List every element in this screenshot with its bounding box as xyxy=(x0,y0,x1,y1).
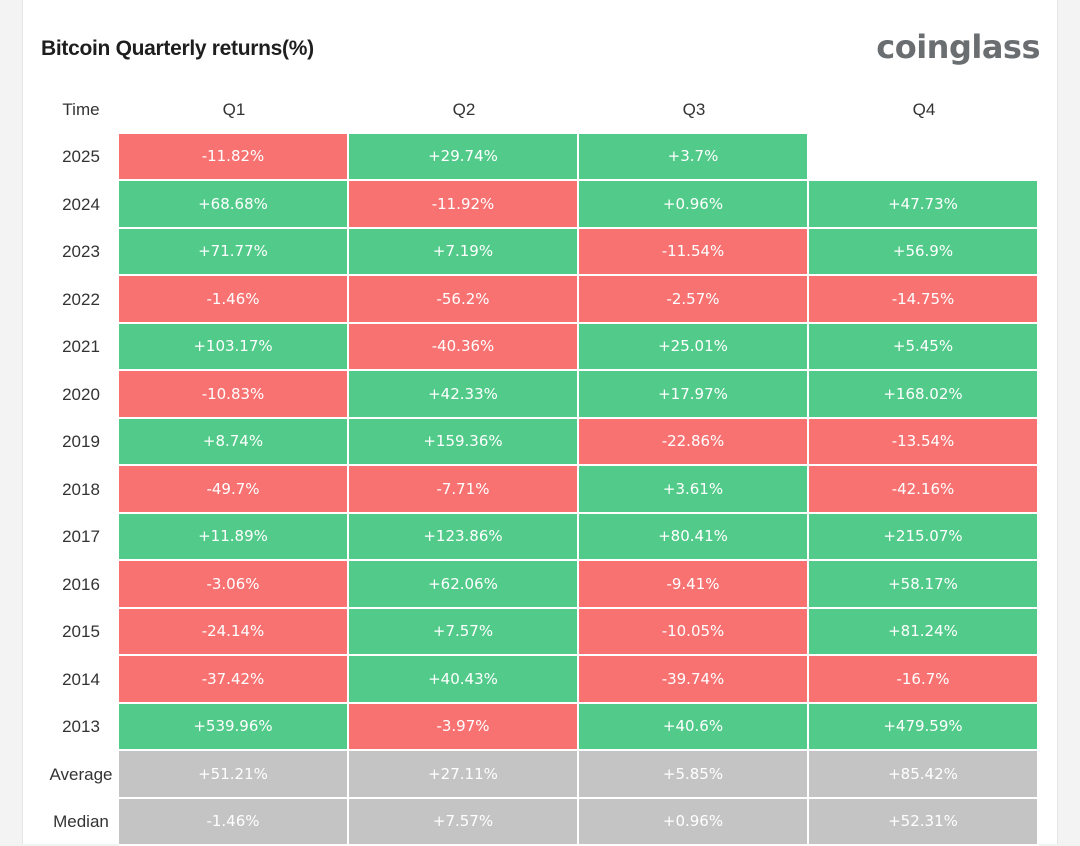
header-q1: Q1 xyxy=(119,86,349,134)
return-cell: +42.33% xyxy=(349,371,579,419)
return-cell: +3.61% xyxy=(579,466,809,514)
return-cell: -37.42% xyxy=(119,656,349,704)
return-cell: +27.11% xyxy=(349,751,579,799)
return-cell: +103.17% xyxy=(119,324,349,372)
header-q2: Q2 xyxy=(349,86,579,134)
return-cell: -7.71% xyxy=(349,466,579,514)
return-cell: +80.41% xyxy=(579,514,809,562)
return-cell: -14.75% xyxy=(809,276,1039,324)
return-cell: -42.16% xyxy=(809,466,1039,514)
row-label: 2018 xyxy=(43,466,119,514)
return-cell: -49.7% xyxy=(119,466,349,514)
header-time: Time xyxy=(43,86,119,134)
return-cell: +62.06% xyxy=(349,561,579,609)
return-cell: -16.7% xyxy=(809,656,1039,704)
row-label: 2024 xyxy=(43,181,119,229)
return-cell: +539.96% xyxy=(119,704,349,752)
return-cell: -40.36% xyxy=(349,324,579,372)
return-cell: +40.43% xyxy=(349,656,579,704)
return-cell: +58.17% xyxy=(809,561,1039,609)
return-cell xyxy=(809,134,1039,182)
return-cell: -9.41% xyxy=(579,561,809,609)
return-cell: -39.74% xyxy=(579,656,809,704)
row-label: 2021 xyxy=(43,324,119,372)
return-cell: -2.57% xyxy=(579,276,809,324)
row-label: 2022 xyxy=(43,276,119,324)
return-cell: +25.01% xyxy=(579,324,809,372)
return-cell: +5.85% xyxy=(579,751,809,799)
return-cell: -56.2% xyxy=(349,276,579,324)
return-cell: +11.89% xyxy=(119,514,349,562)
return-cell: +479.59% xyxy=(809,704,1039,752)
return-cell: -10.83% xyxy=(119,371,349,419)
return-cell: +47.73% xyxy=(809,181,1039,229)
row-label: Average xyxy=(43,751,119,799)
return-cell: +3.7% xyxy=(579,134,809,182)
return-cell: +5.45% xyxy=(809,324,1039,372)
row-label: 2017 xyxy=(43,514,119,562)
return-cell: +85.42% xyxy=(809,751,1039,799)
return-cell: +0.96% xyxy=(579,799,809,846)
return-cell: +51.21% xyxy=(119,751,349,799)
return-cell: +0.96% xyxy=(579,181,809,229)
chart-title: Bitcoin Quarterly returns(%) xyxy=(41,37,314,61)
return-cell: +52.31% xyxy=(809,799,1039,846)
return-cell: -3.97% xyxy=(349,704,579,752)
return-cell: +56.9% xyxy=(809,229,1039,277)
return-cell: +68.68% xyxy=(119,181,349,229)
return-cell: +81.24% xyxy=(809,609,1039,657)
return-cell: +7.19% xyxy=(349,229,579,277)
return-cell: +215.07% xyxy=(809,514,1039,562)
return-cell: +168.02% xyxy=(809,371,1039,419)
row-label: 2014 xyxy=(43,656,119,704)
chart-card: Bitcoin Quarterly returns(%) coinglass T… xyxy=(22,0,1058,844)
return-cell: +29.74% xyxy=(349,134,579,182)
coinglass-logo: coinglass xyxy=(876,28,1040,66)
row-label: 2019 xyxy=(43,419,119,467)
return-cell: +8.74% xyxy=(119,419,349,467)
return-cell: -13.54% xyxy=(809,419,1039,467)
return-cell: -10.05% xyxy=(579,609,809,657)
return-cell: -22.86% xyxy=(579,419,809,467)
return-cell: +123.86% xyxy=(349,514,579,562)
return-cell: +71.77% xyxy=(119,229,349,277)
return-cell: -11.82% xyxy=(119,134,349,182)
row-label: 2020 xyxy=(43,371,119,419)
row-label: 2023 xyxy=(43,229,119,277)
row-label: Median xyxy=(43,799,119,846)
return-cell: +159.36% xyxy=(349,419,579,467)
return-cell: -11.54% xyxy=(579,229,809,277)
return-cell: -3.06% xyxy=(119,561,349,609)
row-label: 2025 xyxy=(43,134,119,182)
row-label: 2016 xyxy=(43,561,119,609)
return-cell: -24.14% xyxy=(119,609,349,657)
row-label: 2013 xyxy=(43,704,119,752)
return-cell: +17.97% xyxy=(579,371,809,419)
return-cell: +7.57% xyxy=(349,609,579,657)
header-q4: Q4 xyxy=(809,86,1039,134)
header-q3: Q3 xyxy=(579,86,809,134)
return-cell: -1.46% xyxy=(119,276,349,324)
return-cell: +40.6% xyxy=(579,704,809,752)
return-cell: -1.46% xyxy=(119,799,349,846)
return-cell: +7.57% xyxy=(349,799,579,846)
return-cell: -11.92% xyxy=(349,181,579,229)
row-label: 2015 xyxy=(43,609,119,657)
